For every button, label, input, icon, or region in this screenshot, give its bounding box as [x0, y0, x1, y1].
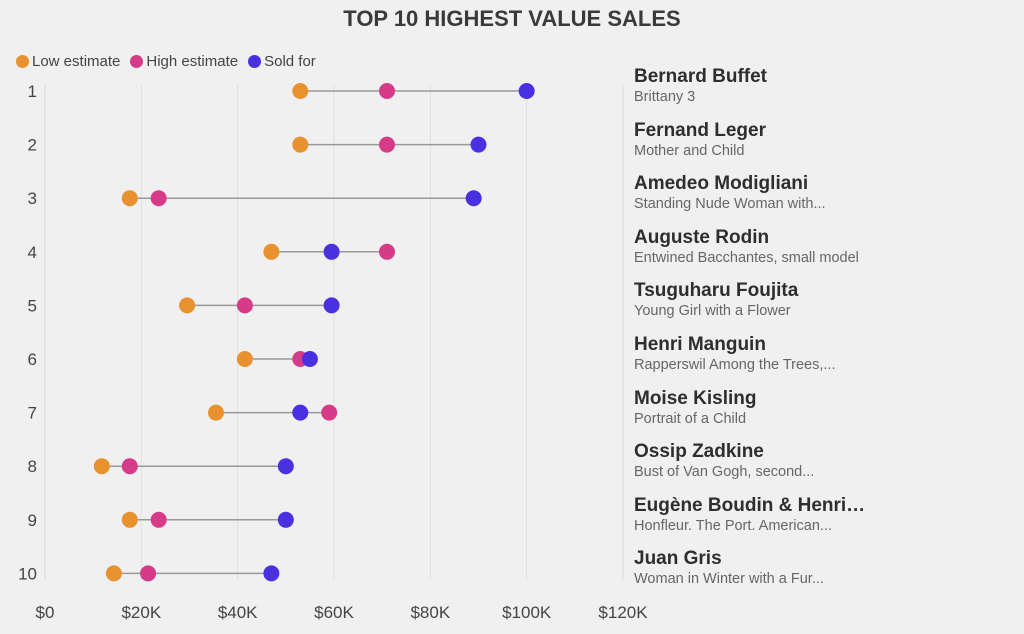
artwork-title: Honfleur. The Port. American... — [634, 517, 832, 534]
legend-label: Sold for — [264, 53, 316, 70]
sold-dot — [470, 136, 487, 153]
low-dot — [121, 511, 138, 528]
row-label: Juan Gris Woman in Winter with a Fur... — [634, 548, 894, 587]
sold-dot — [323, 243, 340, 260]
low-dot — [179, 297, 196, 314]
rank-label: 9 — [28, 511, 37, 530]
sold-dot — [263, 565, 280, 582]
rank-label: 1 — [28, 82, 37, 101]
row-label: Henri Manguin Rapperswil Among the Trees,… — [634, 334, 894, 373]
legend-high: High estimate — [130, 53, 238, 70]
low-dot — [292, 136, 309, 153]
sold-dot — [292, 404, 309, 421]
row-label: Eugène Boudin & Henri… Honfleur. The Port… — [634, 495, 894, 534]
artwork-title: Bust of Van Gogh, second... — [634, 464, 815, 481]
legend: Low estimate High estimate Sold for — [16, 53, 316, 70]
legend-low: Low estimate — [16, 53, 120, 70]
high-dot — [321, 404, 338, 421]
rank-label: 7 — [28, 404, 37, 423]
artwork-title: Entwined Bacchantes, small model — [634, 249, 859, 266]
artist-name: Tsuguharu Foujita — [634, 280, 799, 302]
row-label: Moise Kisling Portrait of a Child — [634, 388, 894, 427]
rank-label: 6 — [28, 350, 37, 369]
rank-label: 10 — [18, 564, 37, 583]
low-dot — [236, 351, 253, 367]
row-label: Auguste Rodin Entwined Bacchantes, small … — [634, 227, 894, 266]
sold-dot — [277, 511, 294, 528]
artwork-title: Rapperswil Among the Trees,... — [634, 357, 836, 373]
legend-label: Low estimate — [32, 53, 121, 70]
artwork-title: Portrait of a Child — [634, 410, 747, 427]
row-label: Bernard Buffet Brittany 3 — [634, 66, 894, 105]
x-tick-label: $40K — [218, 603, 258, 622]
artwork-title: Woman in Winter with a Fur... — [634, 571, 824, 588]
artist-name: Bernard Buffet — [634, 66, 768, 87]
sold-dot — [465, 190, 482, 207]
legend-label: High estimate — [146, 53, 239, 70]
low-dot — [105, 565, 122, 582]
high-dot — [150, 511, 167, 528]
low-dot — [207, 404, 224, 421]
rank-label: 8 — [28, 457, 37, 476]
legend-sold: Sold for — [248, 53, 316, 70]
high-dot — [378, 243, 395, 260]
artist-name: Henri Manguin — [634, 334, 766, 355]
x-tick-label: $120K — [598, 603, 648, 622]
low-dot — [263, 243, 280, 260]
x-tick-label: $0 — [36, 603, 55, 622]
low-dot — [121, 190, 138, 207]
row-label: Amedeo Modigliani Standing Nude Woman wit… — [634, 173, 894, 212]
high-dot — [121, 458, 138, 475]
sold-dot — [301, 351, 318, 367]
artwork-title: Standing Nude Woman with... — [634, 196, 826, 213]
artist-name: Moise Kisling — [634, 387, 757, 409]
high-dot — [150, 190, 167, 207]
sold-dot — [518, 83, 535, 99]
low-dot — [93, 458, 110, 475]
x-tick-label: $60K — [314, 603, 354, 622]
legend-low-swatch — [16, 55, 29, 68]
artist-name: Juan Gris — [634, 548, 722, 570]
sold-dot — [277, 458, 294, 475]
x-tick-label: $100K — [502, 603, 552, 622]
rank-label: 3 — [28, 189, 37, 208]
rank-label: 2 — [28, 136, 37, 155]
artwork-title: Mother and Child — [634, 142, 745, 159]
artist-name: Eugène Boudin & Henri… — [634, 494, 866, 516]
rank-label: 5 — [28, 296, 37, 315]
chart-title: TOP 10 HIGHEST VALUE SALES — [343, 6, 681, 31]
high-dot — [236, 297, 253, 314]
artist-name: Ossip Zadkine — [634, 441, 764, 463]
high-dot — [140, 565, 157, 582]
row-label: Ossip Zadkine Bust of Van Gogh, second... — [634, 441, 894, 480]
sold-dot — [323, 297, 340, 314]
artist-name: Fernand Leger — [634, 119, 766, 141]
legend-sold-swatch — [248, 55, 262, 68]
x-tick-label: $80K — [410, 603, 450, 622]
row-label: Fernand Leger Mother and Child — [634, 120, 894, 159]
high-dot — [378, 136, 395, 153]
artist-name: Amedeo Modigliani — [634, 173, 809, 195]
legend-high-swatch — [130, 55, 144, 68]
artist-name: Auguste Rodin — [634, 226, 770, 248]
artwork-title: Brittany 3 — [634, 89, 696, 105]
rank-label: 4 — [28, 243, 37, 262]
high-dot — [378, 83, 395, 99]
low-dot — [292, 83, 309, 99]
artwork-title: Young Girl with a Flower — [634, 303, 791, 320]
x-tick-label: $20K — [121, 603, 161, 622]
row-label: Tsuguharu Foujita Young Girl with a Flowe… — [634, 280, 894, 319]
